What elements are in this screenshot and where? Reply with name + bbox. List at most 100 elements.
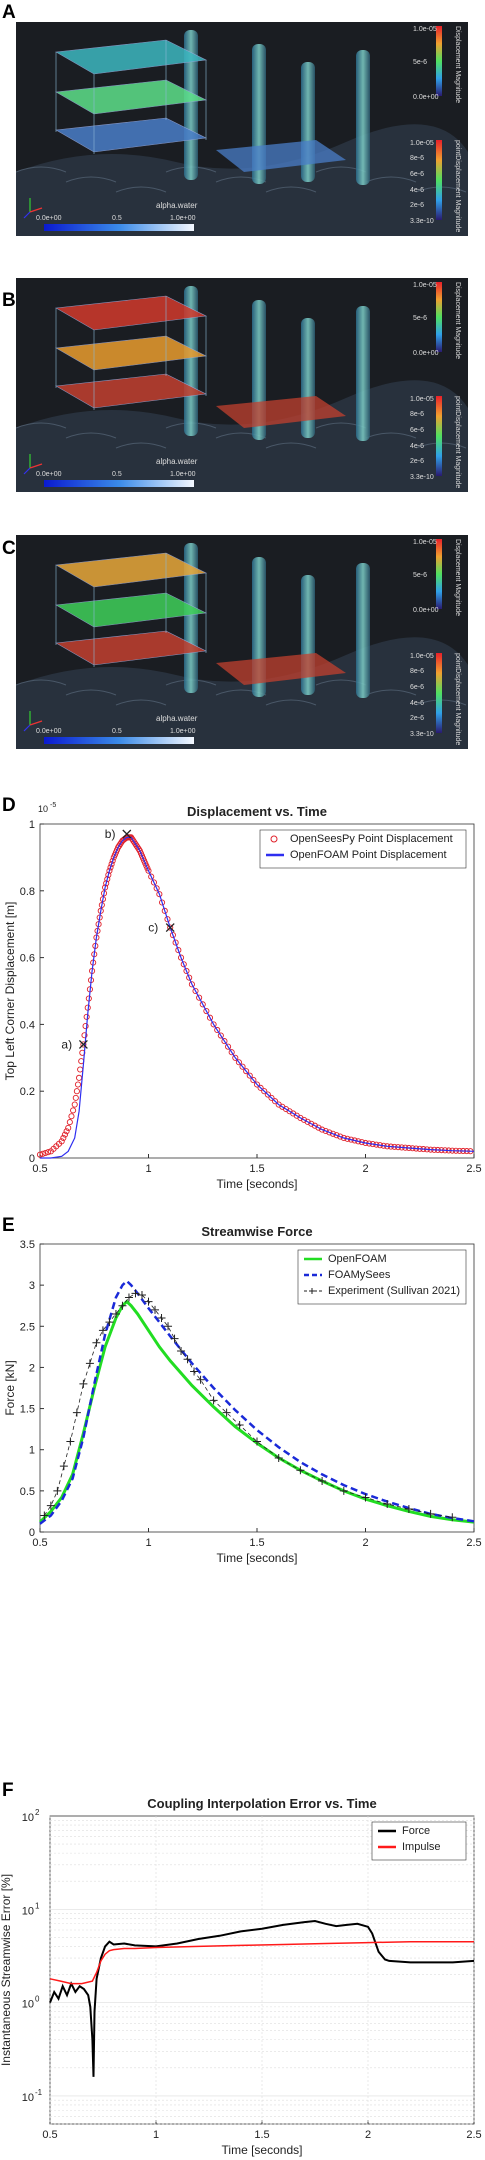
series-line-foamysees: [39, 1279, 475, 1525]
wave-line: [365, 689, 417, 696]
colorbar-bottom-tick: 1.0e-05: [410, 140, 434, 147]
colorbar-bottom-title: pointDisplacement Magnitude: [454, 140, 461, 232]
x-tick-label: 1.5: [249, 1537, 264, 1549]
data-point-openseespy: [192, 987, 199, 995]
annotation-marker: [122, 829, 132, 839]
data-point-experiment: [92, 1338, 101, 1347]
data-point-openseespy: [329, 1130, 337, 1137]
y-tick-label-exponent: 2: [35, 1808, 40, 1817]
y-axis-label: Instantaneous Streamwise Error [%]: [0, 1874, 13, 2066]
chart-streamwise-force: Streamwise Force 0.5 1 1.5 2 2.5 Time [seconds…: [3, 1224, 482, 1565]
data-point-experiment: [79, 1379, 88, 1388]
data-point-openseespy: [103, 880, 110, 887]
series-line-experiment: [43, 1292, 453, 1518]
panel-letter-b: B: [2, 290, 16, 311]
alpha-bar-title: alpha.water: [156, 201, 198, 210]
floor-slab: [55, 630, 208, 666]
colorbar-bottom-tick: 4e-6: [410, 700, 424, 707]
data-point-openseespy: [109, 857, 116, 864]
data-point-experiment: [53, 1486, 62, 1495]
data-point-openseespy: [261, 1088, 268, 1095]
data-point-experiment: [274, 1453, 283, 1462]
alpha-bar: [44, 480, 194, 487]
x-tick-label: 2.5: [466, 1537, 481, 1549]
data-point-openseespy: [214, 1026, 221, 1034]
data-point-openseespy: [65, 1124, 72, 1131]
data-point-experiment: [85, 1359, 94, 1368]
x-axis-label: Time [seconds]: [217, 1177, 298, 1191]
data-point-openseespy: [225, 1043, 232, 1050]
alpha-bar: [44, 737, 194, 744]
y-tick-label: 2.5: [20, 1321, 35, 1333]
x-axis-label: Time [seconds]: [217, 1551, 298, 1565]
colorbar-bottom-tick: 8e-6: [410, 411, 424, 418]
panel-letter-f: F: [2, 1780, 14, 1801]
alpha-bar-tick: 0.0e+00: [36, 215, 62, 222]
y-tick-label-base: 10: [22, 1812, 34, 1824]
colorbar-bottom-title: pointDisplacement Magnitude: [454, 653, 461, 745]
pillar: [184, 286, 198, 436]
colorbar-top: [436, 26, 442, 96]
data-point-openseespy: [63, 1128, 70, 1135]
base-patch: [216, 653, 346, 685]
data-point-openseespy: [105, 871, 112, 878]
x-tick-label: 1.5: [249, 1163, 264, 1175]
base-patch: [216, 396, 346, 428]
data-point-experiment: [46, 1501, 55, 1510]
floor-slab: [55, 335, 208, 371]
data-point-openseespy: [71, 1101, 78, 1108]
pillar: [184, 30, 198, 180]
y-tick-label: 1: [29, 1445, 35, 1457]
data-point-experiment: [253, 1437, 261, 1446]
x-tick-label: 2.5: [466, 1163, 481, 1175]
data-point-openseespy: [297, 1114, 304, 1121]
render-canvas: 1.0e-05 5e-6 0.0e+00 Displacement Magnitude…: [16, 539, 468, 749]
x-axis-label: Time [seconds]: [222, 2143, 303, 2157]
data-point-experiment: [196, 1375, 205, 1384]
x-tick-label: 2: [362, 1163, 368, 1175]
legend-label: OpenFOAM: [328, 1253, 387, 1265]
axis-triad-x: [29, 720, 43, 726]
y-tick-label-exponent: 0: [35, 1995, 40, 2004]
data-point-experiment: [111, 1309, 120, 1318]
x-tick-label: 0.5: [32, 1163, 47, 1175]
panel-letter-e: E: [2, 1215, 15, 1236]
alpha-bar-tick: 0.5: [112, 471, 122, 478]
data-point-openseespy: [45, 1149, 52, 1156]
axis-triad-x: [29, 207, 43, 213]
colorbar-bottom-tick: 8e-6: [410, 668, 424, 675]
data-point-experiment: [177, 1346, 186, 1355]
data-point-openseespy: [74, 1081, 82, 1088]
floor-slab: [55, 552, 208, 588]
y-exponent-base: 10: [38, 804, 48, 814]
data-point-openseespy: [82, 1023, 89, 1030]
data-point-openseespy: [308, 1120, 315, 1127]
data-point-openseespy: [60, 1134, 67, 1142]
y-tick-label: 0.2: [20, 1086, 35, 1098]
colorbar-bottom-tick: 3.3e-10: [410, 731, 434, 738]
data-point-experiment: [66, 1437, 75, 1446]
wave-line: [265, 186, 317, 193]
floor-slab: [55, 592, 208, 628]
data-point-openseespy: [239, 1063, 246, 1070]
wave-line: [115, 186, 167, 193]
data-point-experiment: [318, 1476, 327, 1485]
wave-line: [115, 699, 167, 706]
colorbar-top-tick: 5e-6: [413, 59, 427, 66]
floor-slab: [55, 117, 208, 153]
data-point-experiment: [190, 1367, 199, 1376]
chart-coupling-error: Coupling Interpolation Error vs. Time 0.5…: [0, 1796, 482, 2157]
annotation-marker: [78, 1039, 88, 1049]
data-point-experiment: [209, 1396, 218, 1405]
x-tick-label: 0.5: [32, 1537, 47, 1549]
data-point-openseespy: [206, 1014, 214, 1021]
y-axis-label: Top Left Corner Displacement [m]: [3, 902, 17, 1081]
data-point-openseespy: [39, 1150, 46, 1157]
water-surface: [16, 124, 468, 236]
data-point-openseespy: [180, 961, 187, 968]
data-point-openseespy: [196, 994, 203, 1001]
data-point-openseespy: [156, 891, 163, 898]
pillar: [356, 306, 370, 441]
plot-area: [39, 823, 475, 1159]
water-surface: [16, 380, 468, 492]
